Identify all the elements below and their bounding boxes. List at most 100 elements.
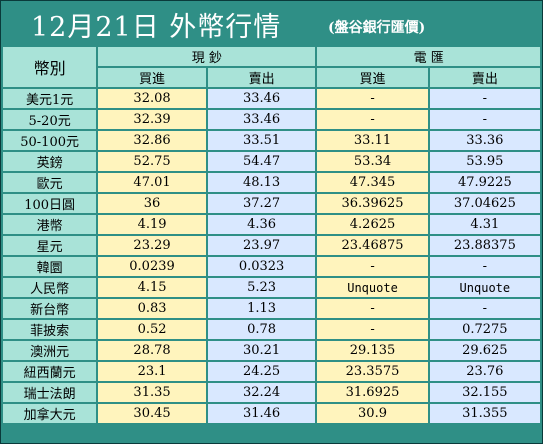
cash-sell-cell: 32.24 (207, 383, 316, 402)
wire-sell-cell: 23.76 (429, 362, 540, 381)
cash-buy-cell: 0.52 (98, 320, 206, 339)
cash-buy-cell: 30.45 (98, 404, 206, 423)
wire-sell-cell: 37.04625 (429, 194, 540, 213)
wire-buy-cell: 23.3575 (317, 362, 428, 381)
wire-buy-header: 買進 (317, 68, 428, 87)
cash-sell-cell: 37.27 (207, 194, 316, 213)
wire-buy-cell: 29.135 (317, 341, 428, 360)
wire-buy-cell: 31.6925 (317, 383, 428, 402)
wire-sell-header: 賣出 (429, 68, 540, 87)
table-row: 100日圓 36 37.27 36.39625 37.04625 (3, 194, 540, 213)
wire-buy-cell: 36.39625 (317, 194, 428, 213)
cash-buy-cell: 32.39 (98, 110, 206, 129)
table-row: 人民幣 4.15 5.23 Unquote Unquote (3, 278, 540, 297)
wire-buy-cell: 30.9 (317, 404, 428, 423)
wire-buy-cell: 47.345 (317, 173, 428, 192)
cash-sell-cell: 5.23 (207, 278, 316, 297)
table-row: 澳洲元 28.78 30.21 29.135 29.625 (3, 341, 540, 360)
table-row: 美元1元 32.08 33.46- - (3, 89, 540, 108)
currency-name-cell: 100日圓 (3, 194, 97, 213)
cash-buy-cell: 32.86 (98, 131, 206, 150)
currency-name-cell: 菲披索 (3, 320, 97, 339)
cash-buy-cell: 0.83 (98, 299, 206, 318)
currency-name-cell: 人民幣 (3, 278, 97, 297)
table-row: 歐元 47.01 48.13 47.345 47.9225 (3, 173, 540, 192)
wire-sell-cell: 31.355 (429, 404, 540, 423)
table-row: 瑞士法朗 31.35 32.24 31.6925 32.155 (3, 383, 540, 402)
page-title: 12月21日 外幣行情 (31, 12, 282, 43)
wire-buy-cell: 53.34 (317, 152, 428, 171)
table-row: 英鎊 52.75 54.47 53.34 53.95 (3, 152, 540, 171)
cash-sell-cell: 0.0323 (207, 257, 316, 276)
cash-buy-cell: 31.35 (98, 383, 206, 402)
source-note: (盤谷銀行匯價) (328, 20, 426, 36)
header-row-sub: 買進 賣出 買進 賣出 (3, 68, 540, 87)
currency-name-cell: 加拿大元 (3, 404, 97, 423)
cash-buy-cell: 23.29 (98, 236, 206, 255)
wire-group-header: 電 匯 (317, 47, 540, 66)
exchange-rate-table: 幣別 現 鈔 電 匯 買進 賣出 買進 賣出 美元1元 32.08 33.46- -5… (1, 45, 542, 425)
wire-buy-cell: 23.46875 (317, 236, 428, 255)
currency-name-cell: 港幣 (3, 215, 97, 234)
cash-buy-cell: 47.01 (98, 173, 206, 192)
currency-name-cell: 歐元 (3, 173, 97, 192)
cash-sell-header: 賣出 (207, 68, 316, 87)
wire-sell-cell: 4.31 (429, 215, 540, 234)
currency-name-cell: 50-100元 (3, 131, 97, 150)
table-row: 加拿大元 30.45 31.46 30.9 31.355 (3, 404, 540, 423)
wire-buy-cell: - (317, 299, 428, 318)
wire-group-label: 電 匯 (413, 51, 444, 66)
cash-sell-cell: 24.25 (207, 362, 316, 381)
wire-sell-cell: 33.36 (429, 131, 540, 150)
currency-name-cell: 瑞士法朗 (3, 383, 97, 402)
table-row: 50-100元 32.86 33.51 33.11 33.36 (3, 131, 540, 150)
wire-buy-cell: 4.2625 (317, 215, 428, 234)
cash-sell-cell: 30.21 (207, 341, 316, 360)
wire-buy-cell: - (317, 257, 428, 276)
wire-buy-cell: Unquote (317, 278, 428, 297)
currency-name-cell: 新台幣 (3, 299, 97, 318)
table-row: 星元 23.29 23.97 23.46875 23.88375 (3, 236, 540, 255)
currency-name-cell: 紐西蘭元 (3, 362, 97, 381)
cash-buy-cell: 36 (98, 194, 206, 213)
wire-sell-cell: 29.625 (429, 341, 540, 360)
cash-group-header: 現 鈔 (98, 47, 316, 66)
wire-sell-cell: 32.155 (429, 383, 540, 402)
title-bar: 12月21日 外幣行情 (盤谷銀行匯價) (1, 1, 542, 45)
currency-name-cell: 澳洲元 (3, 341, 97, 360)
cash-sell-cell: 4.36 (207, 215, 316, 234)
wire-sell-cell: 53.95 (429, 152, 540, 171)
cash-sell-cell: 33.46 (207, 110, 316, 129)
wire-sell-cell: - (429, 257, 540, 276)
cash-buy-cell: 23.1 (98, 362, 206, 381)
header-row-groups: 幣別 現 鈔 電 匯 (3, 47, 540, 87)
cash-sell-cell: 1.13 (207, 299, 316, 318)
currency-header: 幣別 (3, 47, 97, 87)
cash-sell-cell: 0.78 (207, 320, 316, 339)
wire-sell-cell: - (429, 89, 540, 108)
wire-buy-cell: - (317, 320, 428, 339)
cash-sell-cell: 31.46 (207, 404, 316, 423)
cash-buy-cell: 32.08 (98, 89, 206, 108)
cash-buy-header: 買進 (98, 68, 206, 87)
table-row: 菲披索 0.52 0.78-0.7275 (3, 320, 540, 339)
cash-sell-cell: 33.46 (207, 89, 316, 108)
wire-sell-cell: 23.88375 (429, 236, 540, 255)
currency-name-cell: 美元1元 (3, 89, 97, 108)
table-row: 新台幣 0.83 1.13- - (3, 299, 540, 318)
wire-buy-cell: 33.11 (317, 131, 428, 150)
wire-sell-cell: 0.7275 (429, 320, 540, 339)
currency-name-cell: 英鎊 (3, 152, 97, 171)
wire-sell-cell: - (429, 299, 540, 318)
cash-buy-cell: 28.78 (98, 341, 206, 360)
cash-buy-cell: 0.0239 (98, 257, 206, 276)
currency-name-cell: 星元 (3, 236, 97, 255)
cash-sell-cell: 54.47 (207, 152, 316, 171)
cash-buy-cell: 4.15 (98, 278, 206, 297)
wire-buy-cell: - (317, 110, 428, 129)
cash-group-label: 現 鈔 (191, 51, 222, 66)
wire-sell-cell: 47.9225 (429, 173, 540, 192)
cash-sell-cell: 33.51 (207, 131, 316, 150)
table-row: 港幣 4.19 4.36 4.2625 4.31 (3, 215, 540, 234)
